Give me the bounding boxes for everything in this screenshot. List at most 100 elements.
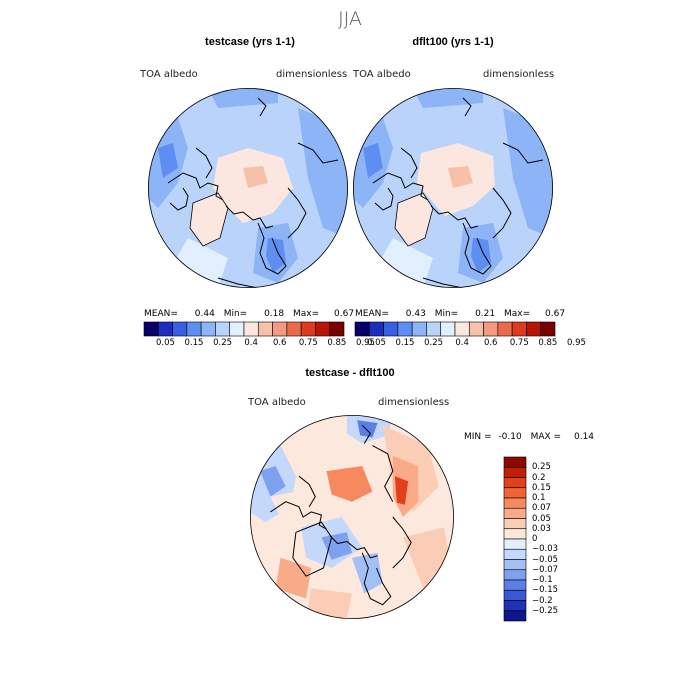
mean-label: MEAN= [355,309,389,319]
albedo-contour-region [243,166,268,188]
colorbar-swatch [257,321,273,337]
difference-contour-region [357,420,378,438]
season-title: JJA [338,8,362,30]
min-value: -0.10 [498,432,522,442]
colorbar-swatch [200,321,216,337]
difference-contour-region [275,557,312,599]
max-label: MAX = [530,432,562,442]
difference-stats: MIN = -0.10 MAX = 0.14 [464,432,600,442]
colorbar-tick-label: 0.25 [532,462,551,473]
map-boundary [148,88,348,288]
max-value: 0.14 [573,432,595,442]
colorbar-tick-label: 0.6 [272,338,287,348]
coastline [502,142,544,164]
colorbar-tick-label: 0.95 [355,338,375,348]
coastline [167,172,224,201]
mean-value: 0.44 [194,309,215,319]
coastline [361,552,392,606]
colorbar-swatch [540,321,556,337]
panel-2-stats: MEAN= 0.43 Min= 0.21 Max= 0.67 [355,309,571,319]
colorbar-swatch [411,321,427,337]
colorbar-swatch [526,321,542,337]
colorbar-swatch [503,559,527,571]
difference-contour-region [260,466,286,497]
colorbar-tick-label: 0.05 [532,513,551,524]
colorbar-swatch [503,569,527,581]
colorbar-swatch [503,610,527,622]
coastline [257,97,267,117]
albedo-contour-region [158,143,178,178]
colorbar-tick-label: 0.85 [327,338,347,348]
panel-1-field-label: TOA albedo [140,69,198,80]
panel-2-polar-map [353,88,553,288]
colorbar-tick-label: −0.1 [532,575,553,585]
max-value: 0.67 [334,309,355,319]
coastline [298,475,316,508]
colorbar-swatch [397,321,413,337]
difference-units-label: dimensionless [378,397,450,408]
coastline [462,222,492,275]
mean-label: MEAN= [144,309,178,319]
colorbar-swatch [503,528,527,540]
panel-1-units-label: dimensionless [276,69,348,80]
coastline [169,187,189,211]
colorbar-tick-label: −0.05 [532,554,559,565]
coastline [422,277,464,288]
colorbar-swatch [368,321,384,337]
coastline [287,187,307,239]
coastline [257,222,287,275]
coastline [225,205,274,229]
difference-colorbar-ticks: 0.25 0.2 0.15 0.1 0.07 0.05 0.03 0 −0.03 −0.05 −0.… [532,457,592,621]
colorbar-swatch [272,321,288,337]
coastline [392,516,412,569]
colorbar-swatch [503,548,527,560]
difference-contour-region [306,588,352,619]
coastline [292,521,333,577]
colorbar-swatch [503,600,527,612]
colorbar-tick-label: 0.15 [395,338,415,348]
albedo-contour-region [394,192,434,247]
colorbar-tick-label: 0.4 [455,338,469,348]
colorbar-swatch [503,497,527,509]
colorbar-swatch [503,456,527,468]
difference-title: testcase - dflt100 [305,367,395,379]
difference-colorbar [503,456,527,622]
panel-1-polar-map [148,88,348,288]
colorbar-swatch [143,321,159,337]
map-boundary [250,415,454,619]
colorbar-tick-label: 0.85 [538,338,558,348]
colorbar-swatch [503,466,527,478]
min-value: 0.21 [475,309,496,319]
min-label: Min= [434,309,459,319]
map-boundary [353,88,553,288]
colorbar-tick-label: 0.75 [509,338,529,348]
coastline [372,172,429,201]
coastline [400,147,418,179]
colorbar-swatch [503,507,527,519]
colorbar-tick-label: 0 [532,534,538,544]
colorbar-swatch [186,321,202,337]
max-label: Max= [293,309,320,319]
max-value: 0.67 [545,309,566,319]
colorbar-swatch [511,321,527,337]
panel-2-colorbar-ticks: 0.05 0.15 0.25 0.4 0.6 0.75 0.85 0.95 [355,338,586,350]
coastline [430,205,479,229]
albedo-contour-region [471,238,491,273]
colorbar-tick-label: 0.4 [244,338,258,348]
colorbar-tick-label: 0.6 [483,338,498,348]
albedo-contour-region [189,192,229,247]
colorbar-tick-label: 0.15 [532,482,551,493]
difference-polar-map [250,415,454,619]
colorbar-tick-label: −0.15 [532,585,559,596]
colorbar-tick-label: −0.03 [532,544,559,555]
coastline [195,147,213,179]
colorbar-swatch [383,321,399,337]
panel-2-colorbar [354,321,556,337]
panel-1-colorbar-ticks: 0.05 0.15 0.25 0.4 0.6 0.75 0.85 0.95 [144,338,375,350]
difference-contour-region [326,466,373,502]
colorbar-tick-label: −0.2 [532,595,553,606]
albedo-contour-region [448,166,473,188]
colorbar-tick-label: 0.05 [155,338,175,348]
min-label: MIN = [464,432,492,442]
colorbar-swatch [157,321,173,337]
